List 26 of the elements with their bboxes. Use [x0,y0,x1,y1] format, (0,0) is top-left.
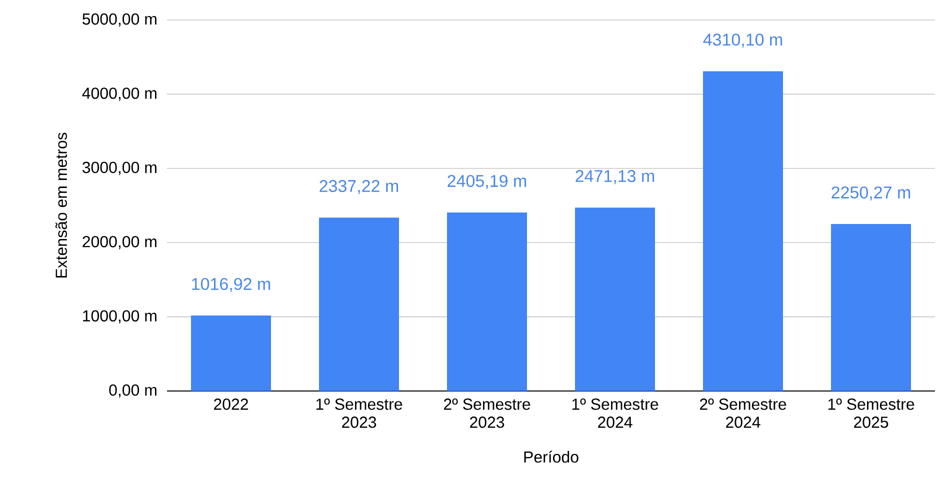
x-tick-label: 2022 [214,398,248,410]
data-label: 2471,13 m [576,170,654,184]
data-label: 2337,22 m [320,180,398,194]
data-label: 4310,10 m [703,34,782,48]
x-axis-title: Período [524,450,578,463]
data-label: 2250,27 m [832,186,910,200]
data-label: 1016,92 m [192,278,270,292]
x-tick-label: 1º Semestre 2024 [572,398,658,428]
y-tick-label: 5000,00 m [82,13,156,27]
y-tick-label: 4000,00 m [82,88,156,101]
y-tick-label: 2000,00 m [82,236,156,250]
x-tick-label: 1º Semestre 2025 [828,398,914,428]
bar [703,71,784,391]
bar [191,316,271,391]
data-label: 2405,19 m [448,174,526,189]
x-tick-label: 2º Semestre 2024 [700,398,786,428]
y-tick-label: 1000,00 m [83,310,156,324]
y-tick-label: 3000,00 m [82,162,156,176]
y-tick-label: 0,00 m [109,384,156,398]
x-tick-label: 1º Semestre 2023 [316,398,402,428]
y-axis-title: Extensão em metros [55,132,67,278]
x-tick-label: 2º Semestre 2023 [444,398,530,428]
bar [831,224,912,391]
bar [575,208,656,391]
bar [319,218,400,391]
bar [447,212,528,391]
